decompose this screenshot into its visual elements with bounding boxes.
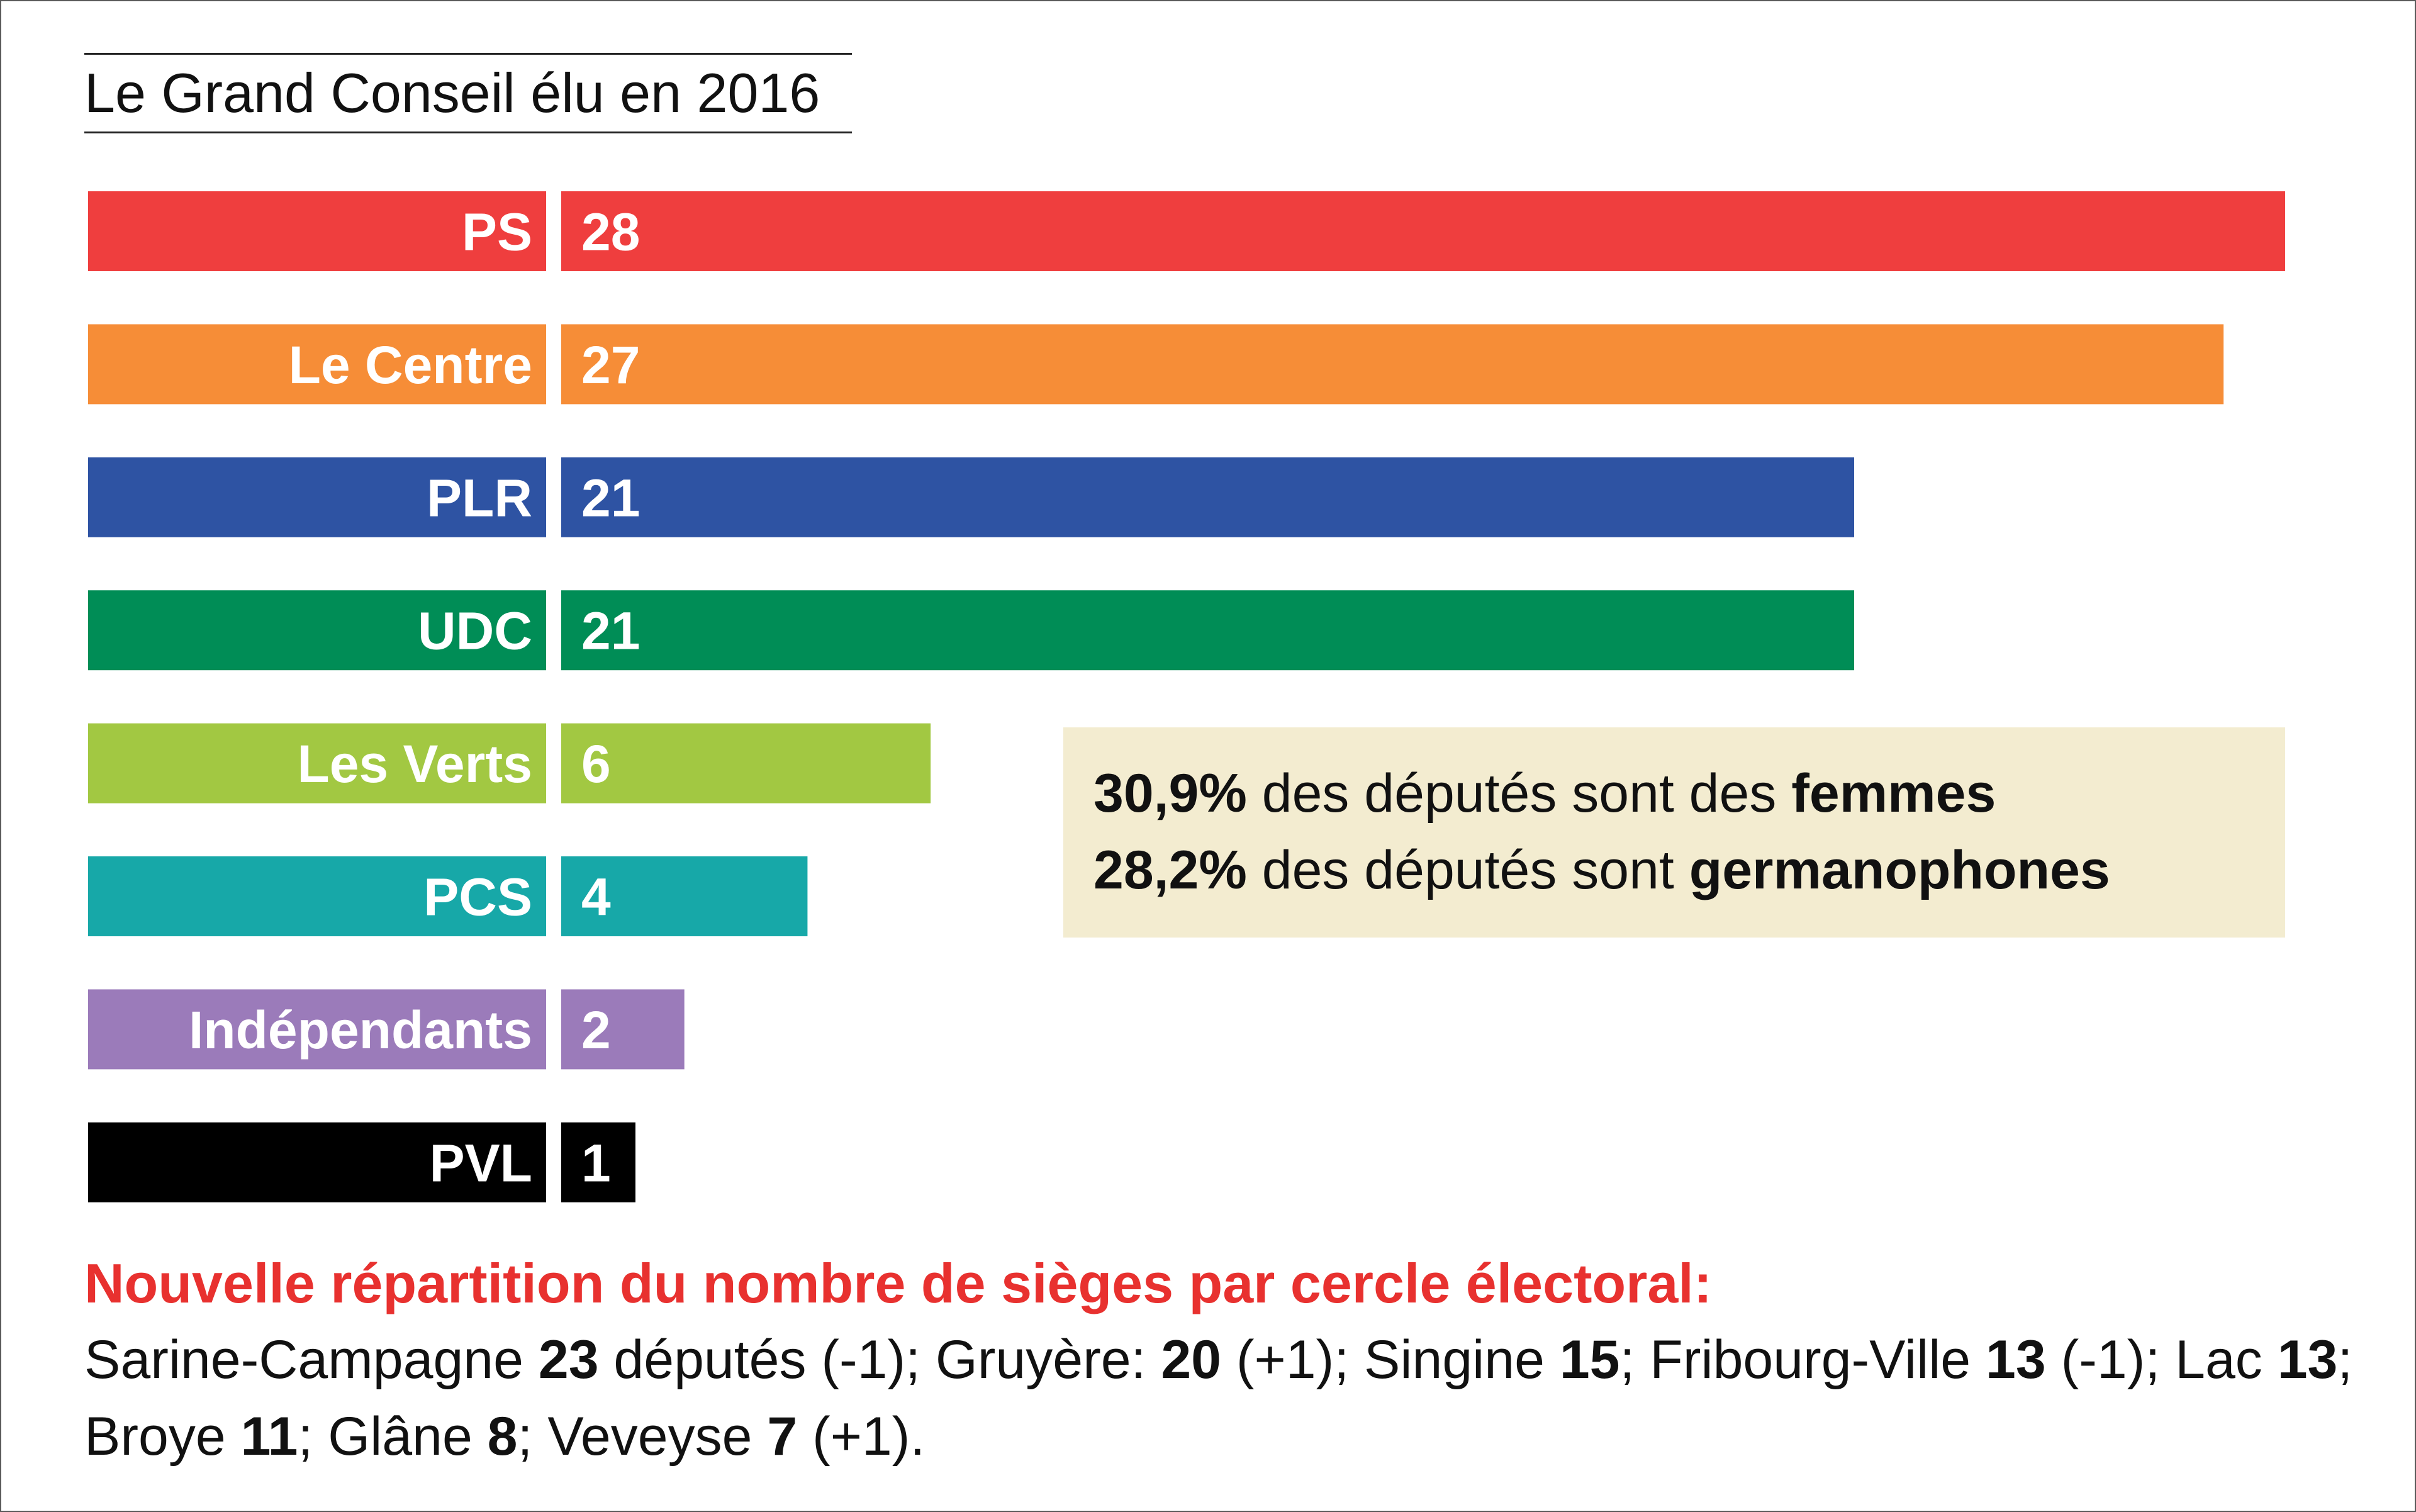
stat-women-value: 30,9% [1093,763,1247,824]
district-suffix: (+1). [797,1406,926,1467]
district-name: Fribourg-Ville [1650,1330,1986,1390]
label-box-pvl [88,1122,546,1202]
bar-ps [561,191,2285,271]
stat-german-value: 28,2% [1093,840,1247,900]
label-box-les-verts [88,723,546,804]
label-box-pcs [88,856,546,936]
category-label-pcs: PCS [423,868,532,927]
label-box-udc [88,590,546,671]
stat-women-text: des députés sont des [1246,763,1792,824]
category-label-ps: PS [462,203,532,262]
stat-german: 28,2% des députés sont germanophones [1093,832,2285,909]
district-suffix: ; [2337,1330,2353,1390]
district-suffix: ; [517,1406,548,1467]
district-seats: 11 [240,1406,298,1467]
label-box-independants [88,989,546,1070]
district-seats: 7 [767,1406,798,1467]
stat-women-emphasis: femmes [1791,763,1996,824]
district-name: Gruyère: [935,1330,1161,1390]
label-box-ps [88,191,546,271]
bar-pcs [561,856,808,936]
district-suffix: députés (-1); [598,1330,936,1390]
value-label-udc: 21 [581,602,640,661]
district-seats: 13 [1986,1330,2046,1390]
bar-plr [561,457,1854,537]
note-text: Sarine-Campagne 23 députés (-1); Gruyère… [84,1321,2374,1475]
district-name: Singine [1364,1330,1560,1390]
district-name: Glâne [328,1406,488,1467]
note-title: Nouvelle répartition du nombre de sièges… [84,1252,1713,1314]
district-name: Broye [84,1406,241,1467]
bar-les-verts [561,723,931,804]
chart-title: Le Grand Conseil élu en 2016 [84,53,852,133]
stat-german-text: des députés sont [1246,840,1689,900]
value-label-plr: 21 [581,468,640,527]
value-label-independants: 2 [581,1000,611,1060]
category-label-pvl: PVL [430,1133,532,1192]
value-label-pvl: 1 [581,1133,611,1192]
category-label-plr: PLR [427,468,532,527]
bar-independants [561,989,685,1070]
district-name: Sarine-Campagne [84,1330,539,1390]
stat-german-emphasis: germanophones [1689,840,2110,900]
district-seats: 8 [487,1406,518,1467]
category-label-independants: Indépendants [189,1000,532,1060]
bar-pvl [561,1122,635,1202]
bar-le-centre [561,324,2224,405]
category-label-le-centre: Le Centre [289,335,532,395]
label-box-le-centre [88,324,546,405]
district-name: Lac [2175,1330,2278,1390]
district-seats: 13 [2277,1330,2338,1390]
district-seats: 20 [1161,1330,1222,1390]
stats-box: 30,9% des députés sont des femmes 28,2% … [1063,727,2285,938]
value-label-les-verts: 6 [581,734,611,793]
value-label-ps: 28 [581,203,640,262]
district-suffix: ; [298,1406,328,1467]
seat-distribution-note: Nouvelle répartition du nombre de sièges… [84,1246,2374,1475]
value-label-pcs: 4 [581,868,611,927]
district-suffix: (-1); [2045,1330,2176,1390]
bar-udc [561,590,1854,671]
district-suffix: ; [1619,1330,1650,1390]
category-label-les-verts: Les Verts [297,734,532,793]
district-seats: 15 [1559,1330,1620,1390]
district-name: Veveyse [547,1406,768,1467]
category-label-udc: UDC [418,602,532,661]
stat-women: 30,9% des députés sont des femmes [1093,755,2285,832]
value-label-le-centre: 27 [581,335,640,395]
district-seats: 23 [538,1330,599,1390]
label-box-plr [88,457,546,537]
district-suffix: (+1); [1221,1330,1365,1390]
